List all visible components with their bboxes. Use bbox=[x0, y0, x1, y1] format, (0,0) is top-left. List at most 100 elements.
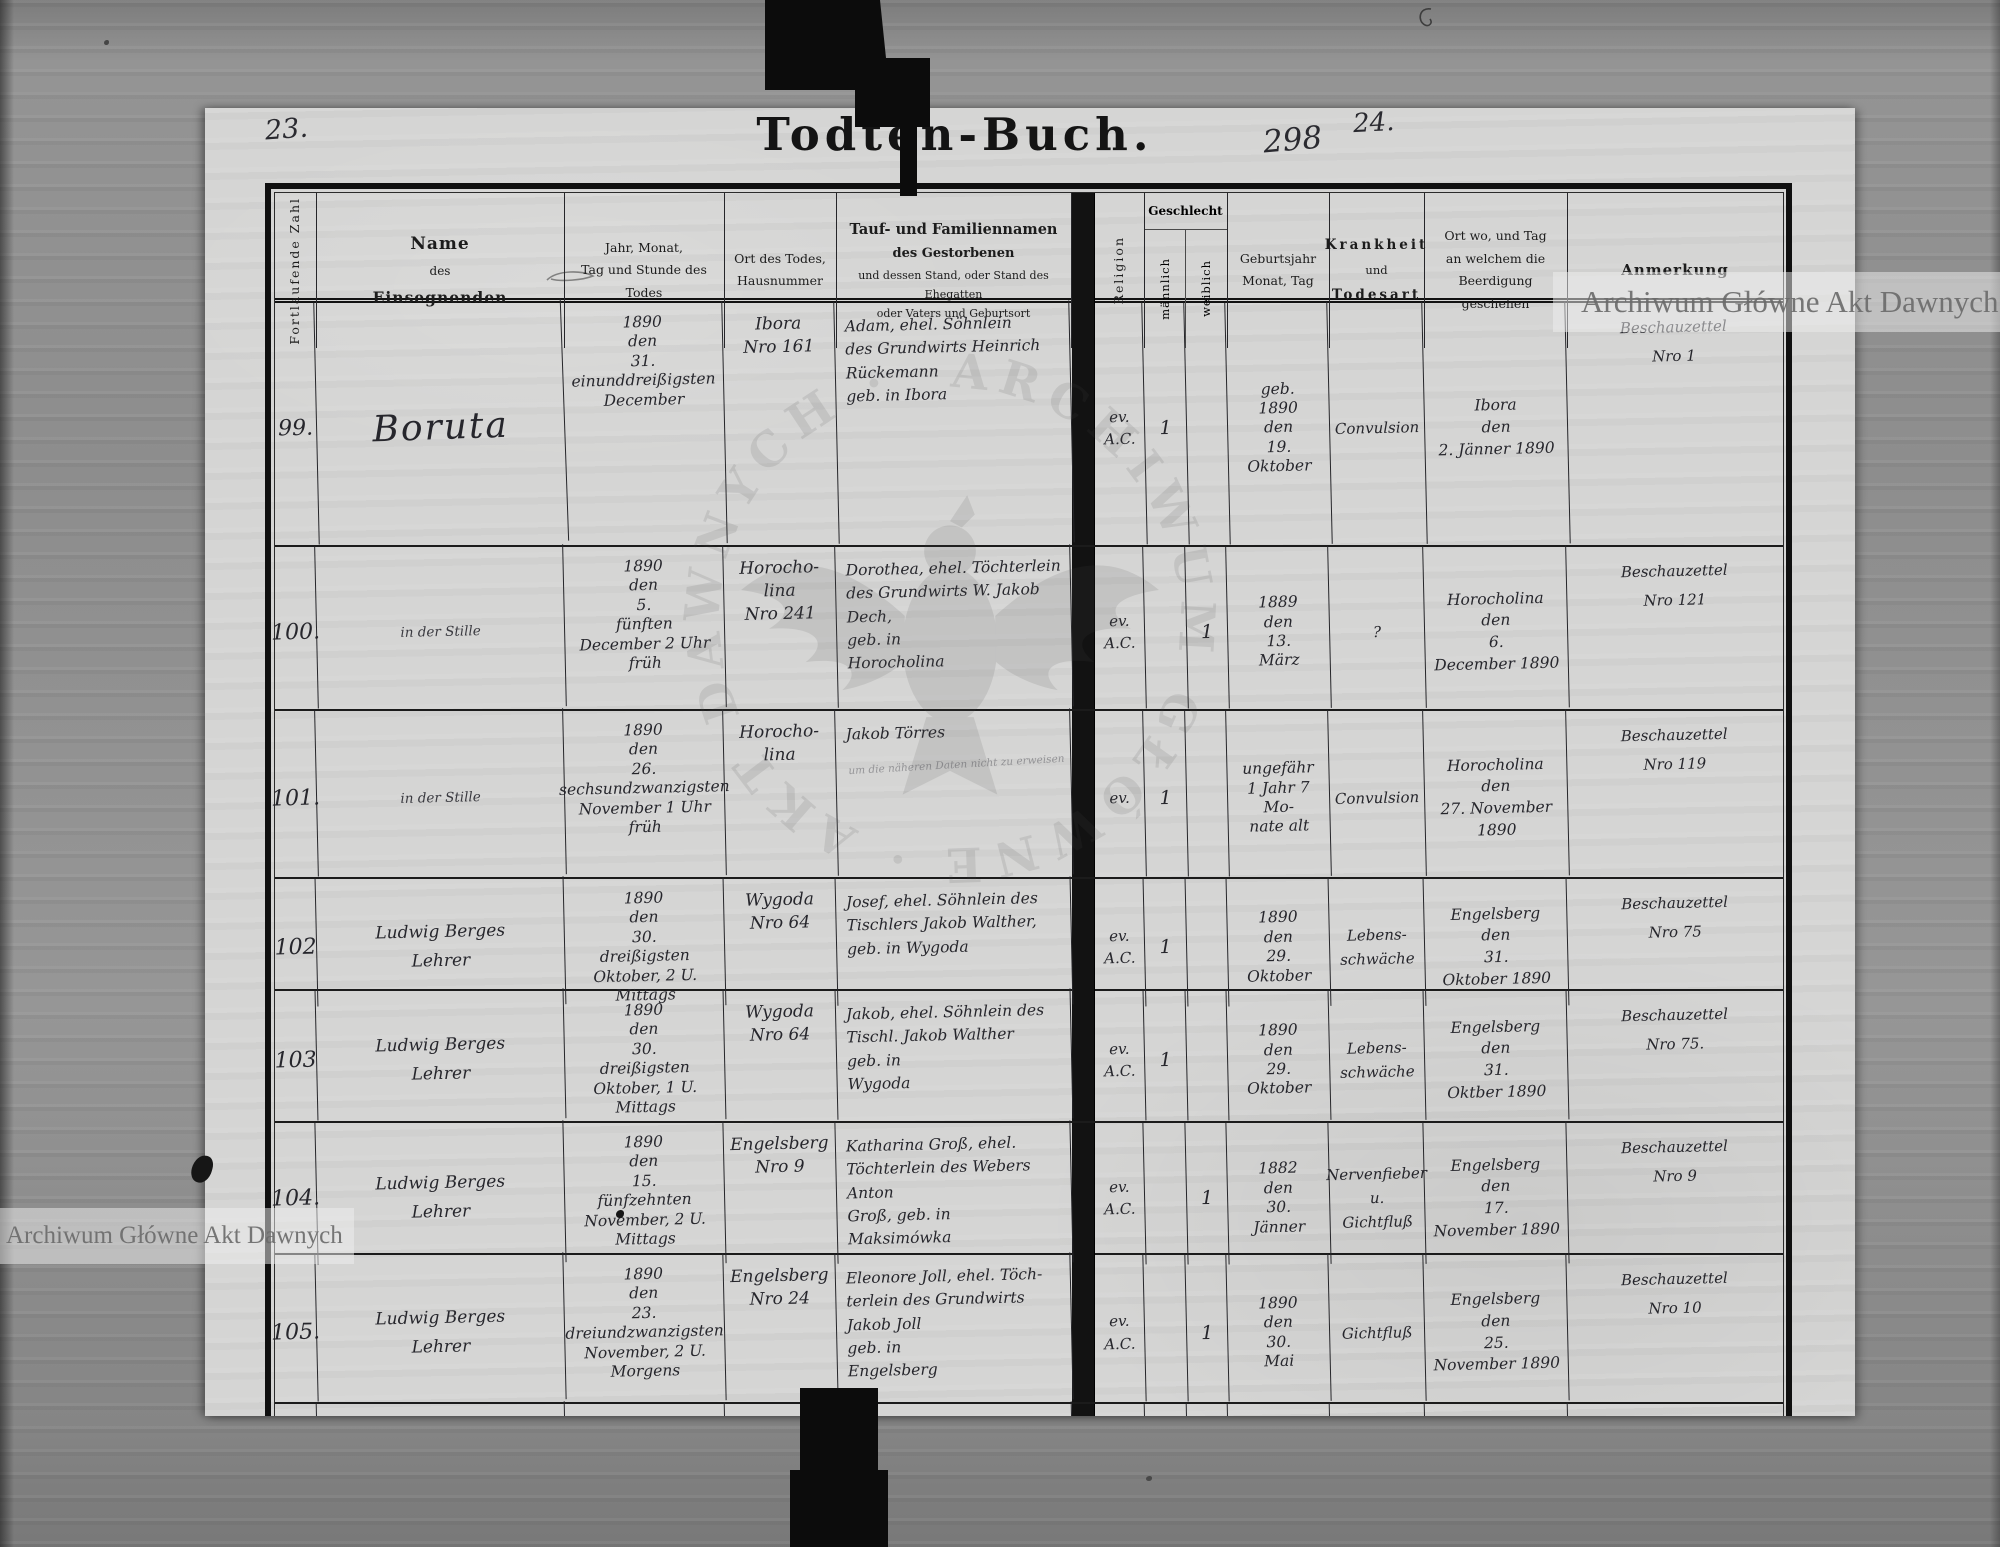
cell-birth-date: 1889 den 13. März bbox=[1225, 545, 1332, 710]
binding-gutter bbox=[1071, 1403, 1095, 1416]
cell-remark: Beschauzettel Nro 1 bbox=[1619, 316, 1727, 365]
cell-death-place: Wygoda Nro 64 bbox=[723, 877, 838, 1009]
cell-female-mark bbox=[1185, 878, 1229, 1008]
page-number-left: 23. bbox=[263, 112, 309, 147]
corner-pen-mark bbox=[1419, 8, 1432, 27]
cell-burial: Engelsberg den 25. November 1890 bbox=[1422, 1252, 1570, 1404]
ink-speck bbox=[1146, 1476, 1152, 1481]
cell-male-mark: 1 bbox=[1143, 878, 1188, 1008]
cell-remark: Beschauzettel Nro 121 bbox=[1620, 560, 1728, 609]
table-row: 101. in der Stille 1890 den 26. sechsund… bbox=[270, 707, 1783, 880]
table-body: 99. Boruta 1890 den 31. einunddreißigste… bbox=[270, 298, 1783, 1416]
binding-gutter bbox=[1071, 546, 1095, 709]
cell-deceased-name: Jakob Törres um die näheren Daten nicht … bbox=[834, 707, 1074, 880]
cell-death-place: Horocho- lina Nro 241 bbox=[722, 545, 839, 710]
cell-male-mark bbox=[1142, 546, 1189, 709]
cell-female-mark bbox=[1185, 990, 1229, 1121]
cell-male-mark: 1 bbox=[1141, 302, 1190, 545]
cell-officiant-name: Boruta bbox=[312, 298, 569, 549]
cell-death-place: Engelsberg Nro 9 bbox=[722, 1121, 839, 1267]
cell-illness bbox=[1329, 1402, 1425, 1416]
cell-burial bbox=[1424, 1401, 1568, 1416]
cell-death-place: Horocho- lina bbox=[722, 709, 839, 878]
cell-birth-date: ungefähr 1 Jahr 7 Mo- nate alt bbox=[1225, 709, 1332, 878]
register-paper-spread: 23. Todten-Buch. 298 24. ARCHIWUM GŁÓWNE… bbox=[205, 108, 1855, 1416]
cell-serial-number: 100. bbox=[270, 546, 320, 709]
cell-officiant-name: Ludwig Berges Lehrer bbox=[314, 1251, 567, 1405]
cell-deceased-name: Jakob, ehel. Söhnlein des Tischl. Jakob … bbox=[835, 987, 1073, 1124]
cell-male-mark bbox=[1144, 1403, 1187, 1416]
scan-edge-shadow-right bbox=[1990, 0, 2000, 1547]
cell-serial-number bbox=[274, 1403, 317, 1416]
cell-serial-number: 101. bbox=[270, 710, 320, 877]
binding-gutter bbox=[1071, 1122, 1095, 1265]
cell-birth-date: 1890 den 29. Oktober bbox=[1226, 989, 1331, 1122]
cell-female-mark: 1 bbox=[1184, 546, 1230, 709]
cell-burial: Ibora den 2. Jänner 1890 bbox=[1421, 300, 1571, 547]
cell-female-mark: 1 bbox=[1184, 1122, 1230, 1266]
table-row: 100. in der Stille 1890 den 5. fünften D… bbox=[270, 543, 1783, 712]
binding-gutter bbox=[1071, 878, 1095, 1007]
binding-gutter bbox=[1071, 302, 1095, 545]
cell-illness: Nervenfieber u. Gichtfluß bbox=[1325, 1121, 1427, 1266]
cell-serial-number: 99. bbox=[271, 302, 320, 545]
folio-number: 298 bbox=[1261, 119, 1324, 161]
cell-serial-number: 104. bbox=[270, 1122, 320, 1266]
table-row: 102 Ludwig Berges Lehrer 1890 den 30. dr… bbox=[273, 875, 1783, 1010]
cell-female-mark bbox=[1186, 1403, 1228, 1416]
cell-deceased-name: Dorothea, ehel. Töchterlein des Grundwir… bbox=[834, 543, 1074, 712]
cell-burial: Engelsberg den 17. November 1890 bbox=[1422, 1120, 1570, 1267]
binding-gutter bbox=[1071, 710, 1095, 877]
page-title: Todten-Buch. bbox=[756, 108, 1154, 161]
cell-remark: Beschauzettel Nro 10 bbox=[1620, 1268, 1728, 1317]
cell-deceased-name: Adam, ehel. Söhnlein des Grundwirts Hein… bbox=[833, 299, 1075, 548]
cell-remark: Beschauzettel Nro 75. bbox=[1620, 1004, 1728, 1053]
binding-tape-bottom-base bbox=[790, 1470, 888, 1547]
table-row bbox=[274, 1400, 1783, 1416]
cell-religion: ev. A.C. bbox=[1092, 1121, 1147, 1266]
table-row: 104. Ludwig Berges Lehrer 1890 den 15. f… bbox=[270, 1119, 1783, 1268]
cell-death-date: 1890 den 26. sechsundzwanzigsten Novembe… bbox=[558, 708, 729, 879]
cell-officiant-name: in der Stille bbox=[314, 707, 567, 880]
cell-death-date: 1890 den 31. einunddreißigsten December bbox=[561, 300, 728, 547]
cell-death-date: 1890 den 5. fünften December 2 Uhr früh bbox=[562, 544, 727, 711]
table-row: 105. Ludwig Berges Lehrer 1890 den 23. d… bbox=[270, 1251, 1783, 1405]
ink-speck bbox=[104, 40, 109, 45]
cell-burial: Horocholina den 27. November 1890 bbox=[1422, 708, 1570, 879]
cell-religion: ev. A.C. bbox=[1093, 877, 1146, 1008]
cell-female-mark bbox=[1184, 710, 1230, 877]
binding-gutter bbox=[1071, 990, 1095, 1121]
cell-illness: Lebens- schwäche bbox=[1328, 877, 1426, 1008]
cell-birth-date: 1882 den 30. Jänner bbox=[1225, 1121, 1332, 1266]
cell-death-date: 1890 den 23. dreiundzwanzigsten November… bbox=[562, 1252, 727, 1404]
table-row: 99. Boruta 1890 den 31. einunddreißigste… bbox=[271, 298, 1783, 549]
cell-officiant-name: Ludwig Berges Lehrer bbox=[314, 1119, 567, 1268]
cell-birth-date: geb. 1890 den 19. Oktober bbox=[1224, 301, 1333, 546]
cell-officiant-name: in der Stille bbox=[314, 543, 567, 712]
cell-birth-date: 1890 den 29. Oktober bbox=[1226, 877, 1331, 1008]
cell-death-place: Engelsberg Nro 24 bbox=[722, 1253, 839, 1403]
header-sex: Geschlecht bbox=[1144, 193, 1227, 230]
cell-female-mark bbox=[1183, 302, 1231, 545]
pencil-note: um die näheren Daten nicht zu erweisen bbox=[847, 752, 1065, 777]
cell-religion: ev. A.C. bbox=[1091, 301, 1148, 546]
cell-deceased-name: Katharina Groß, ehel. Töchterlein des We… bbox=[834, 1119, 1074, 1268]
cell-illness: Gichtfluß bbox=[1327, 1253, 1427, 1403]
cell-burial: Engelsberg den 31. Oktber 1890 bbox=[1423, 988, 1569, 1123]
cell-male-mark: 1 bbox=[1142, 710, 1189, 877]
cell-female-mark: 1 bbox=[1184, 1254, 1230, 1402]
cell-deceased-name: Eleonore Joll, ehel. Töch- terlein des G… bbox=[834, 1251, 1074, 1405]
cell-serial-number: 102 bbox=[273, 878, 318, 1008]
table-header-row: Fortlaufende Zahl Name des Einsegnenden … bbox=[274, 192, 1783, 349]
cell-illness: ? bbox=[1327, 545, 1427, 710]
table-row: 103 Ludwig Berges Lehrer 1890 den 30. dr… bbox=[273, 987, 1783, 1124]
cell-serial-number: 105. bbox=[270, 1254, 320, 1402]
cell-religion: ev. bbox=[1092, 709, 1147, 878]
cell-death-place: Wygoda Nro 64 bbox=[723, 989, 838, 1122]
cell-death-date bbox=[564, 1401, 725, 1416]
cell-illness: Lebens- schwäche bbox=[1328, 989, 1426, 1122]
cell-burial: Engelsberg den 31. Oktober 1890 bbox=[1423, 876, 1569, 1009]
cell-male-mark: 1 bbox=[1143, 990, 1188, 1121]
cell-male-mark bbox=[1142, 1122, 1189, 1266]
